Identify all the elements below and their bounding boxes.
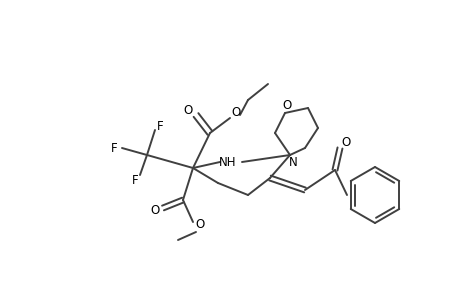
Text: N: N bbox=[288, 157, 297, 169]
Text: F: F bbox=[131, 175, 138, 188]
Text: F: F bbox=[111, 142, 117, 154]
Text: O: O bbox=[183, 103, 192, 116]
Text: NH: NH bbox=[219, 155, 236, 169]
Text: O: O bbox=[282, 98, 291, 112]
Text: O: O bbox=[231, 106, 240, 119]
Text: O: O bbox=[341, 136, 350, 149]
Text: O: O bbox=[195, 218, 204, 232]
Text: O: O bbox=[150, 205, 159, 218]
Text: F: F bbox=[157, 119, 163, 133]
